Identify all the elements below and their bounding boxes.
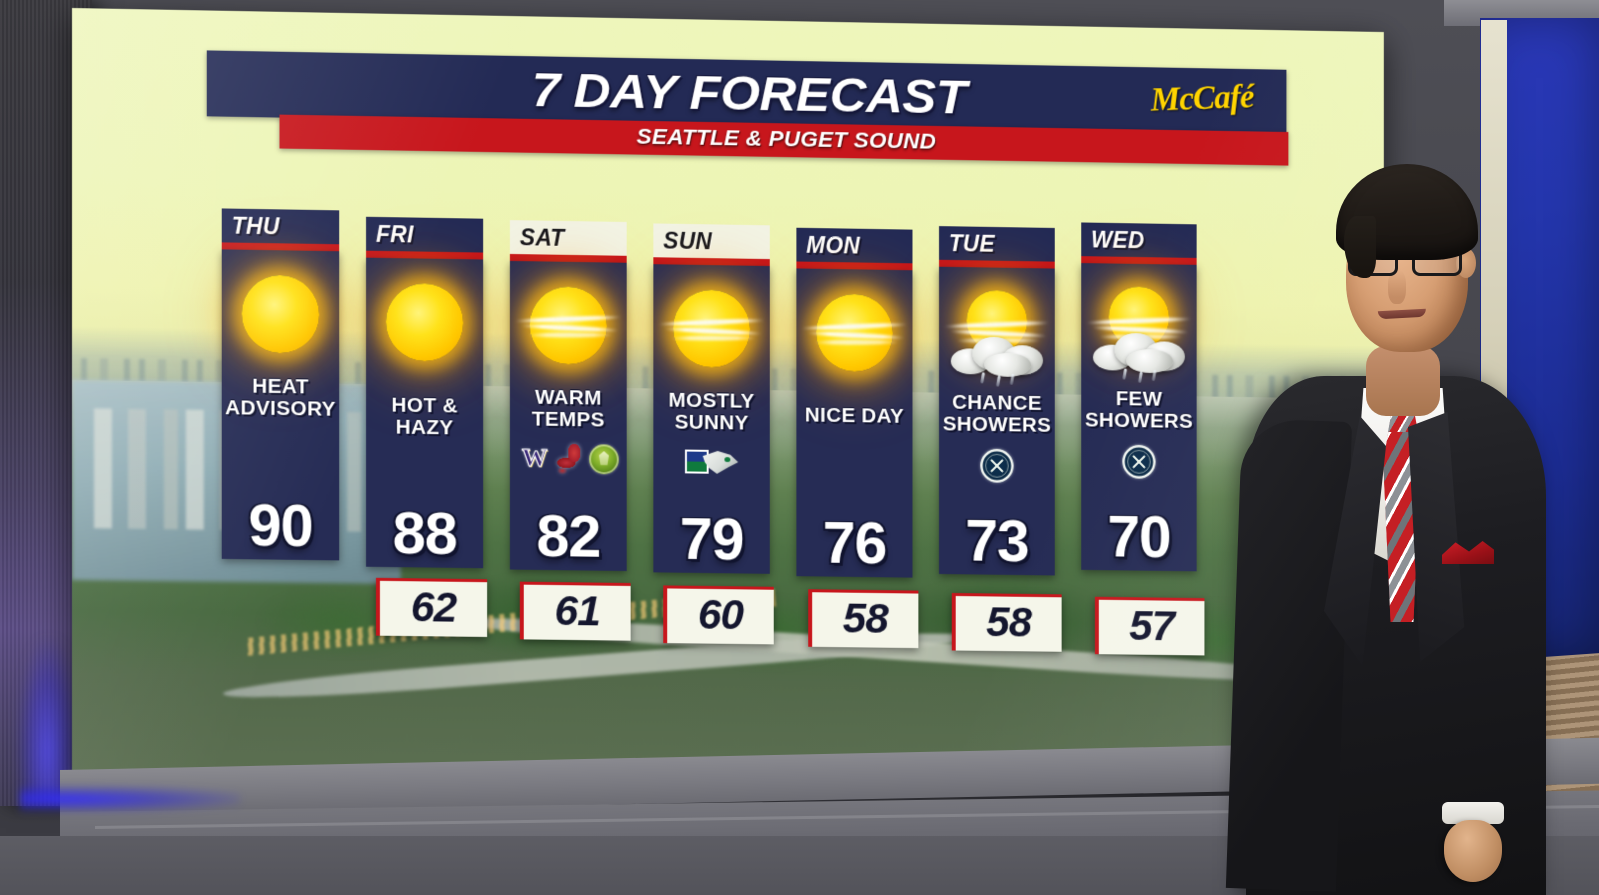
day-column-thu[interactable]: THU HEAT ADVISORY 90 bbox=[221, 208, 340, 561]
day-column-tue[interactable]: TUE CHANCE SHOWERS 73 bbox=[939, 226, 1055, 576]
sun-icon bbox=[373, 270, 476, 375]
day-team-logos bbox=[1081, 444, 1196, 505]
day-header-tue: TUE bbox=[939, 226, 1055, 262]
day-low-temperature-box-tue: 58 bbox=[951, 592, 1062, 652]
day-low-temperature-box-fri: 62 bbox=[375, 577, 488, 637]
uw-huskies-logo: W bbox=[521, 443, 548, 473]
sun-behind-rain-cloud-icon bbox=[943, 279, 1050, 387]
day-high-temperature: 73 bbox=[965, 506, 1029, 575]
day-panel-sat: WARM TEMPS W 82 bbox=[509, 260, 627, 572]
day-low-temperature: 62 bbox=[410, 583, 457, 632]
sun-behind-cirrus-icon bbox=[514, 273, 622, 378]
day-low-temperature-box-sun: 60 bbox=[663, 585, 774, 645]
sun-behind-cirrus-icon bbox=[801, 280, 908, 385]
day-header-fri: FRI bbox=[366, 216, 484, 253]
sun-icon bbox=[229, 261, 333, 366]
day-abbr-label: THU bbox=[231, 212, 280, 240]
day-high-temperature: 70 bbox=[1107, 502, 1171, 571]
day-team-logos bbox=[939, 448, 1055, 509]
day-condition-text: WARM TEMPS bbox=[531, 385, 605, 432]
day-low-temperature-box-mon: 58 bbox=[808, 589, 919, 649]
sun-disc bbox=[385, 282, 464, 362]
day-abbr-label: TUE bbox=[948, 230, 995, 257]
day-abbr-label: FRI bbox=[375, 220, 414, 248]
day-column-wed[interactable]: WED FEW SHOWERS 70 bbox=[1081, 222, 1197, 572]
day-header-thu: THU bbox=[221, 208, 340, 245]
anchor-hair bbox=[1336, 164, 1478, 278]
day-column-mon[interactable]: MON NICE DAY 76 bbox=[796, 227, 913, 578]
day-panel-mon: NICE DAY 76 bbox=[796, 268, 913, 578]
seattle-mariners-logo bbox=[980, 448, 1014, 483]
day-low-temperature: 58 bbox=[986, 598, 1032, 647]
day-abbr-label: WED bbox=[1091, 226, 1145, 254]
rain-cloud-icon bbox=[1092, 331, 1185, 374]
day-high-temperature: 82 bbox=[536, 502, 601, 570]
day-abbr-label: MON bbox=[806, 231, 860, 259]
forecast-video-wall: 7 DAY FORECAST McCafé SEATTLE & PUGET SO… bbox=[72, 8, 1384, 792]
anchor-left-shoulder bbox=[1225, 418, 1353, 892]
sun-disc bbox=[529, 286, 607, 365]
day-column-sun[interactable]: SUN MOSTLY SUNNY 79 bbox=[653, 223, 770, 574]
day-abbr-label: SAT bbox=[519, 224, 565, 251]
day-condition-text: MOSTLY SUNNY bbox=[668, 388, 755, 435]
seattle-mariners-logo bbox=[1122, 444, 1156, 479]
wsu-cougars-logo bbox=[555, 443, 586, 476]
day-low-temperature-box-sat: 61 bbox=[519, 581, 631, 641]
anchor-nose bbox=[1388, 270, 1406, 304]
meteorologist-anchor bbox=[1225, 120, 1558, 895]
day-high-temperature: 79 bbox=[679, 505, 744, 573]
day-condition-text: FEW SHOWERS bbox=[1084, 387, 1194, 433]
sun-disc bbox=[673, 289, 751, 369]
day-condition-text: HOT & HAZY bbox=[391, 393, 458, 440]
day-high-temperature: 88 bbox=[392, 499, 457, 567]
day-low-temperature-box-wed: 57 bbox=[1094, 596, 1205, 656]
day-panel-fri: HOT & HAZY 88 bbox=[366, 257, 484, 569]
day-high-temperature: 76 bbox=[822, 509, 887, 577]
day-panel-sun: MOSTLY SUNNY 79 bbox=[653, 264, 770, 574]
day-header-wed: WED bbox=[1081, 222, 1197, 258]
anchor-pocket-square bbox=[1442, 540, 1494, 564]
anchor-shirt-cuff bbox=[1442, 802, 1504, 824]
day-low-temperature: 61 bbox=[554, 587, 600, 636]
day-team-logos bbox=[653, 446, 769, 507]
day-team-logos: W bbox=[510, 443, 627, 504]
day-column-sat[interactable]: SAT WARM TEMPS W 82 bbox=[509, 220, 627, 572]
sun-disc bbox=[241, 274, 320, 354]
sun-behind-rain-cloud-icon bbox=[1086, 275, 1192, 383]
day-header-sat: SAT bbox=[509, 220, 627, 256]
day-panel-tue: CHANCE SHOWERS 73 bbox=[939, 266, 1055, 576]
day-condition-text: HEAT ADVISORY bbox=[225, 374, 336, 421]
seven-day-columns: THU HEAT ADVISORY 90 FRI HOT & HAZY 88 62 SAT WA… bbox=[72, 8, 1384, 792]
day-panel-wed: FEW SHOWERS 70 bbox=[1081, 263, 1197, 572]
day-low-temperature: 60 bbox=[697, 590, 744, 640]
sun-behind-cirrus-icon bbox=[658, 276, 765, 381]
day-header-mon: MON bbox=[796, 227, 913, 264]
day-condition-text: NICE DAY bbox=[804, 403, 905, 428]
sun-disc bbox=[816, 293, 893, 373]
day-low-temperature: 58 bbox=[842, 594, 888, 643]
rain-cloud-icon bbox=[950, 334, 1044, 378]
seattle-seahawks-logo bbox=[684, 447, 738, 478]
anchor-neck bbox=[1366, 346, 1440, 416]
day-column-fri[interactable]: FRI HOT & HAZY 88 bbox=[366, 216, 484, 569]
day-condition-text: CHANCE SHOWERS bbox=[942, 390, 1052, 437]
studio-floor-blue-glow bbox=[20, 786, 240, 812]
seattle-sounders-logo bbox=[589, 444, 619, 475]
day-high-temperature: 90 bbox=[248, 491, 313, 560]
day-low-temperature: 57 bbox=[1129, 602, 1175, 651]
day-abbr-label: SUN bbox=[663, 227, 713, 255]
day-panel-thu: HEAT ADVISORY 90 bbox=[221, 249, 340, 561]
day-header-sun: SUN bbox=[653, 223, 770, 260]
anchor-hand bbox=[1444, 820, 1502, 882]
